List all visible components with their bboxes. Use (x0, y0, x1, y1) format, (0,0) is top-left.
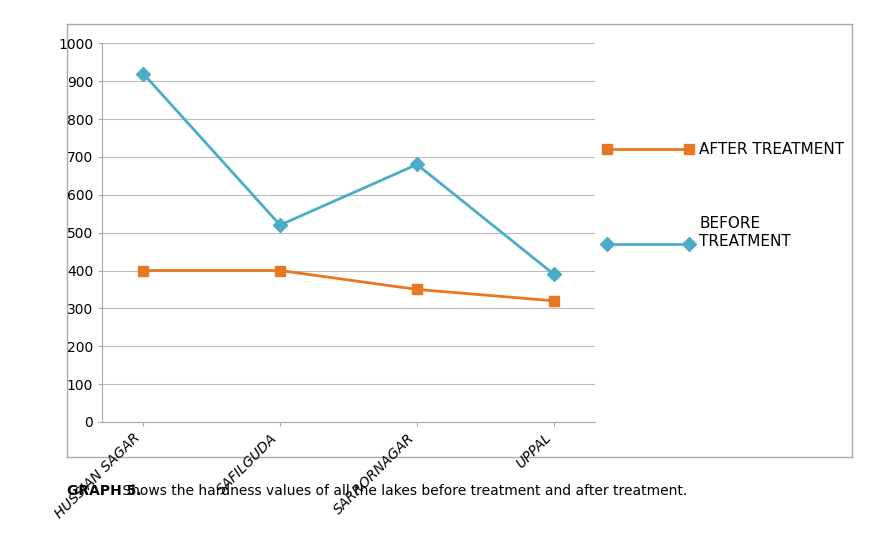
BEFORE
TREATMENT (138, 70, 148, 77)
BEFORE
TREATMENT (549, 271, 559, 278)
Text: AFTER TREATMENT: AFTER TREATMENT (700, 142, 844, 157)
Text: GRAPH 5.: GRAPH 5. (67, 484, 141, 498)
AFTER TREATMENT (412, 286, 423, 293)
Text: Shows the hardness values of all the lakes before treatment and after treatment.: Shows the hardness values of all the lak… (118, 484, 687, 498)
AFTER TREATMENT (274, 267, 285, 274)
Line: BEFORE
TREATMENT: BEFORE TREATMENT (139, 69, 559, 279)
BEFORE
TREATMENT (412, 161, 423, 168)
AFTER TREATMENT (138, 267, 148, 274)
Text: BEFORE
TREATMENT: BEFORE TREATMENT (700, 216, 791, 249)
BEFORE
TREATMENT (274, 222, 285, 228)
Line: AFTER TREATMENT: AFTER TREATMENT (139, 266, 559, 306)
AFTER TREATMENT (549, 298, 559, 304)
